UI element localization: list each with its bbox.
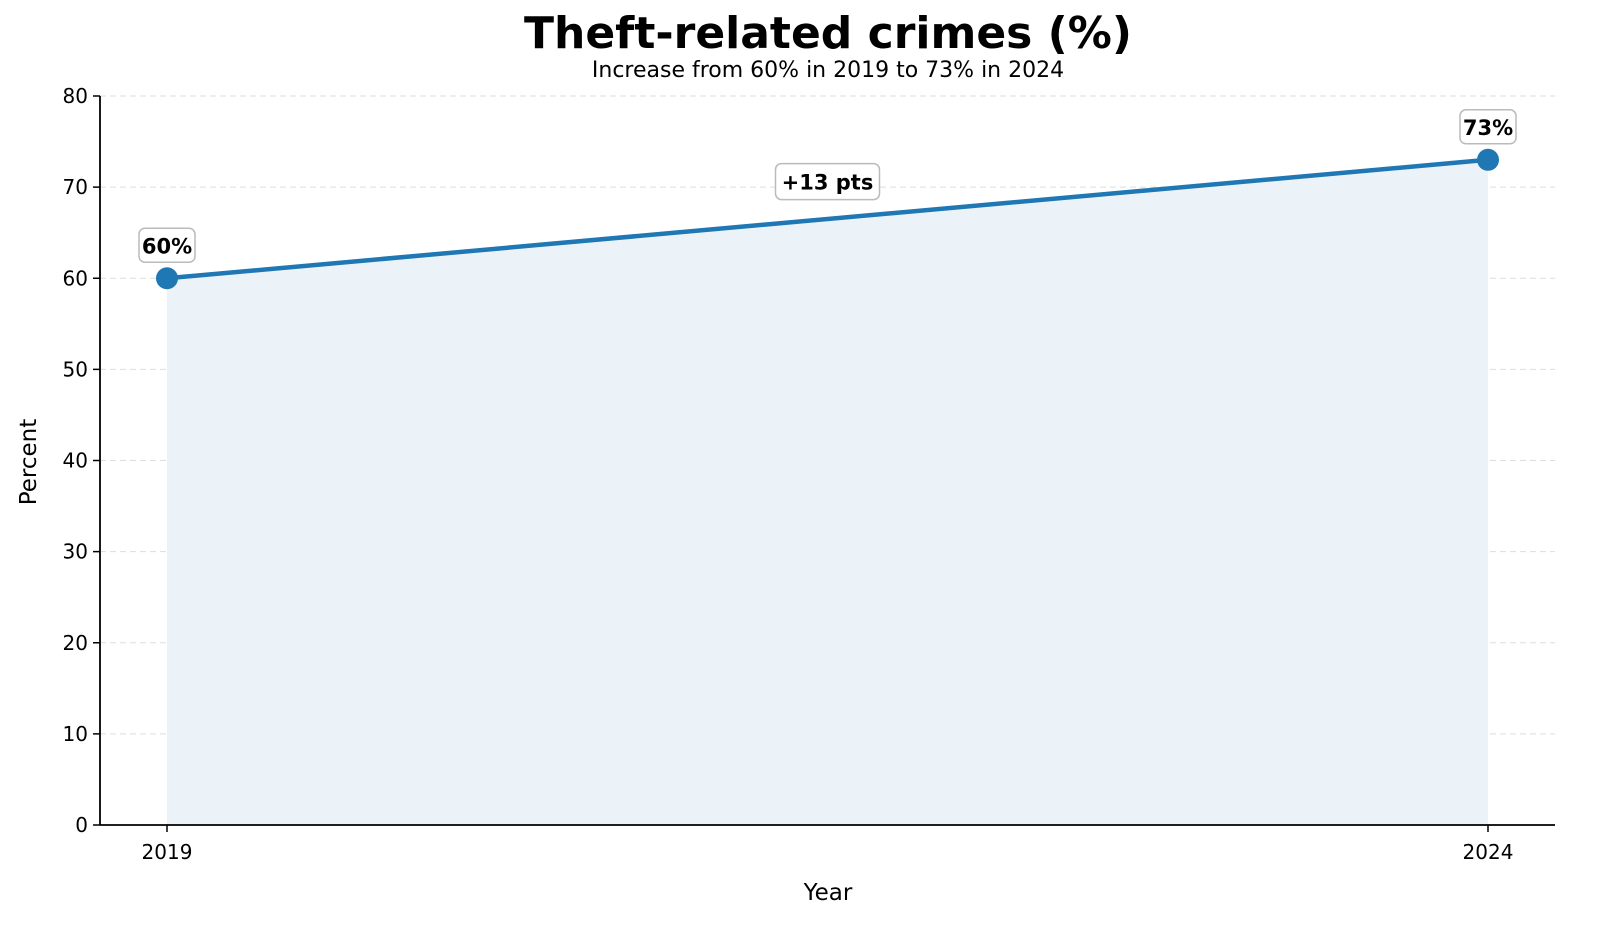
- data-label-box: [138, 227, 196, 263]
- data-label: 60%: [142, 234, 192, 258]
- data-label-box: [1459, 109, 1517, 145]
- data-point: [156, 267, 178, 290]
- annotation-label: +13 pts: [782, 171, 874, 195]
- axes: 0 10 20 30 40 50 60 70 80 2019 2024: [63, 84, 1555, 864]
- series-line: [166, 157, 1489, 281]
- y-axis-label: Percent: [16, 419, 42, 506]
- y-tick-label: 20: [63, 631, 88, 655]
- chart-subtitle: Increase from 60% in 2019 to 73% in 2024: [592, 58, 1064, 83]
- y-tick-label: 60: [63, 266, 88, 290]
- data-point: [1477, 148, 1499, 171]
- chart-title: Theft-related crimes (%): [524, 8, 1132, 59]
- y-tick-label: 30: [63, 540, 88, 564]
- data-label: 73%: [1463, 116, 1513, 140]
- y-tick-label: 50: [63, 357, 88, 381]
- y-tick-label: 80: [63, 84, 88, 108]
- y-tick-label: 0: [75, 813, 88, 837]
- x-tick-label: 2019: [142, 840, 193, 864]
- y-tick-label: 10: [63, 722, 88, 746]
- annotation-box: [774, 162, 881, 201]
- plot-area: 60% 73% +13 pts: [138, 109, 1517, 826]
- y-tick-label: 70: [63, 175, 88, 199]
- x-axis-label: Year: [803, 880, 853, 906]
- y-tick-label: 40: [63, 449, 88, 473]
- x-tick-label: 2024: [1463, 840, 1514, 864]
- area-fill: [167, 159, 1488, 826]
